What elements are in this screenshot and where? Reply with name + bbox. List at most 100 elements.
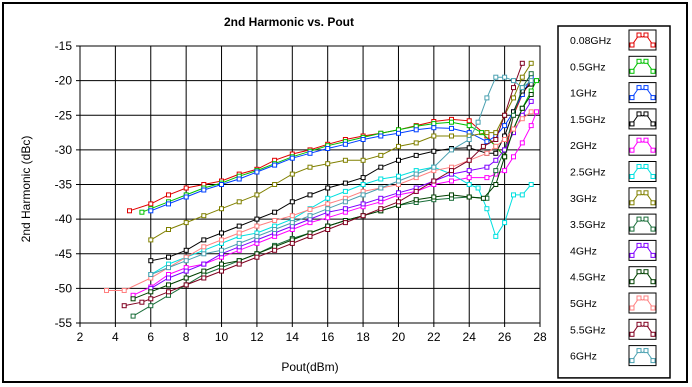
data-point xyxy=(307,213,313,219)
data-point xyxy=(236,176,242,182)
data-point xyxy=(431,125,437,131)
legend-swatch-marker xyxy=(629,147,635,153)
data-point xyxy=(519,74,525,80)
data-point xyxy=(342,157,348,163)
data-point xyxy=(272,227,278,232)
data-point xyxy=(413,127,419,133)
legend-item: 6GHz xyxy=(570,345,657,367)
legend-label: 4GHz xyxy=(570,245,597,257)
data-point xyxy=(342,180,348,186)
data-point xyxy=(201,237,207,243)
legend-swatch-marker xyxy=(636,32,642,38)
data-point xyxy=(183,247,189,253)
series-1.5GHz xyxy=(148,81,534,264)
data-point xyxy=(183,275,189,281)
legend-swatch-marker xyxy=(643,242,649,248)
data-point xyxy=(466,123,472,129)
legend-swatch-line xyxy=(631,139,654,151)
data-point xyxy=(219,268,224,274)
data-point xyxy=(360,157,366,163)
legend-label: 2GHz xyxy=(570,140,597,152)
series-line xyxy=(141,80,537,213)
data-point xyxy=(148,237,154,243)
data-point xyxy=(378,176,384,182)
x-tick-label: 12 xyxy=(250,330,264,344)
data-point xyxy=(466,137,472,142)
data-point xyxy=(183,258,189,264)
chart-canvas: 2nd Harmonic vs. Pout -15 -20 -25 -30 -35 -40… xyxy=(19,15,671,379)
data-point xyxy=(511,85,516,91)
data-point xyxy=(166,227,171,232)
data-point xyxy=(528,109,534,115)
legend: 0.08GHz 0.5GHz 1GHz 1.5GHz 2GHz 2.5GHz 3GHz 3.5… xyxy=(557,25,671,379)
data-point xyxy=(378,195,384,201)
legend-label: 4.5GHz xyxy=(570,272,606,284)
legend-swatch xyxy=(628,292,657,314)
data-point xyxy=(254,216,260,222)
y-tick-label: -45 xyxy=(55,247,73,261)
data-point xyxy=(475,119,481,125)
data-point xyxy=(325,146,331,151)
legend-label: 6GHz xyxy=(570,351,597,363)
legend-swatch-marker xyxy=(643,85,649,91)
data-point xyxy=(413,140,419,146)
x-tick-label: 2 xyxy=(77,330,84,344)
data-point xyxy=(396,143,401,149)
legend-swatch-marker xyxy=(643,32,649,38)
data-point xyxy=(254,169,260,175)
data-point xyxy=(307,233,313,239)
data-point xyxy=(201,251,207,257)
data-point xyxy=(502,154,508,160)
data-point xyxy=(325,161,331,167)
data-point xyxy=(254,254,260,260)
data-point xyxy=(236,261,242,267)
data-point xyxy=(307,150,313,156)
data-point xyxy=(431,148,437,154)
data-point xyxy=(466,175,472,181)
legend-item: 1GHz xyxy=(570,82,657,104)
data-point xyxy=(236,240,242,246)
data-point xyxy=(360,137,366,142)
data-point xyxy=(254,223,260,229)
legend-swatch xyxy=(628,266,657,288)
data-point xyxy=(502,74,508,80)
legend-swatch-marker xyxy=(643,348,649,354)
data-point xyxy=(325,195,331,201)
legend-swatch-marker xyxy=(629,95,635,101)
data-point xyxy=(360,192,366,198)
chart-frame: 2nd Harmonic vs. Pout -15 -20 -25 -30 -35 -40… xyxy=(2,2,688,383)
legend-swatch-line xyxy=(631,86,654,98)
data-point xyxy=(502,112,508,118)
data-point xyxy=(325,206,331,212)
legend-swatch-marker xyxy=(629,331,635,337)
data-point xyxy=(413,152,419,158)
legend-swatch-marker xyxy=(629,174,635,179)
legend-label: 3GHz xyxy=(570,193,597,205)
legend-swatch-marker xyxy=(636,269,642,275)
data-point xyxy=(183,268,189,274)
data-point xyxy=(148,201,154,207)
data-point xyxy=(183,282,189,288)
legend-item: 3GHz xyxy=(570,187,657,209)
data-point xyxy=(289,213,295,219)
legend-swatch-marker xyxy=(636,321,642,327)
data-point xyxy=(493,150,499,156)
legend-swatch xyxy=(628,55,657,77)
data-point xyxy=(396,130,401,136)
y-tick-label: -15 xyxy=(55,39,73,53)
data-point xyxy=(413,197,419,203)
data-point xyxy=(480,195,486,201)
y-axis-title: 2nd Harmonic (dBc) xyxy=(19,136,33,243)
data-point xyxy=(502,220,508,226)
data-point xyxy=(378,164,384,170)
data-point xyxy=(360,201,366,207)
data-point xyxy=(502,123,508,129)
data-point xyxy=(466,157,472,163)
legend-swatch-marker xyxy=(650,121,656,127)
x-tick-label: 18 xyxy=(356,330,370,344)
data-point xyxy=(360,175,366,181)
legend-swatch-marker xyxy=(650,68,656,74)
data-point xyxy=(431,133,437,139)
data-point xyxy=(127,208,132,214)
data-point xyxy=(449,168,454,174)
